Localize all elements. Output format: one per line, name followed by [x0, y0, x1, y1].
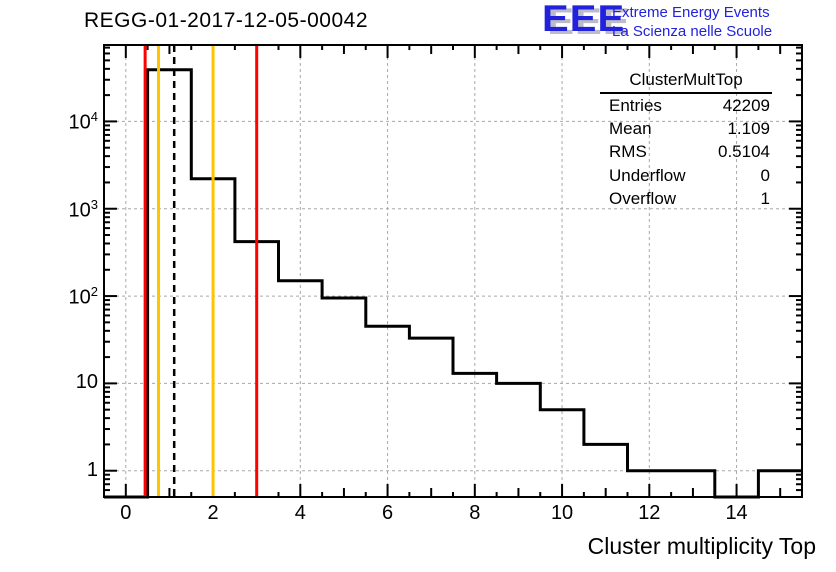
y-tick-label: 104 — [68, 109, 98, 135]
stats-value: 1.109 — [727, 118, 770, 138]
y-tick-label: 10 — [75, 371, 98, 394]
plot-frame — [103, 44, 803, 498]
x-axis-title: Cluster multiplicity Top — [587, 533, 816, 559]
x-tick-label: 12 — [638, 502, 661, 524]
stats-box: ClusterMultTop Entries 42209 Mean 1.109 … — [600, 70, 772, 210]
stats-label: Mean — [609, 118, 652, 138]
grid-lines — [104, 45, 802, 497]
stats-label: Entries — [609, 95, 662, 115]
stats-label: RMS — [609, 142, 647, 162]
stats-row-entries: Entries 42209 — [600, 94, 772, 117]
stats-value: 0 — [760, 165, 770, 185]
eee-logo-line1: Extreme Energy Events — [612, 4, 770, 21]
eee-logo-text: EEE — [542, 0, 626, 39]
x-tick-label: 2 — [207, 502, 219, 524]
stats-value: 42209 — [722, 95, 770, 115]
stats-label: Overflow — [609, 188, 677, 208]
stats-value: 0.5104 — [718, 142, 770, 162]
x-tick-label: 4 — [294, 502, 306, 524]
stats-row-mean: Mean 1.109 — [600, 117, 772, 140]
x-tick-label: 8 — [469, 502, 481, 524]
stats-value: 1 — [760, 188, 770, 208]
eee-logo: EEE Extreme Energy Events La Scienza nel… — [542, 0, 836, 44]
y-tick-label: 103 — [68, 196, 98, 222]
stats-row-rms: RMS 0.5104 — [600, 141, 772, 164]
plot-title: REGG-01-2017-12-05-00042 — [84, 9, 368, 32]
x-tick-label: 6 — [382, 502, 394, 524]
stats-row-underflow: Underflow 0 — [600, 164, 772, 187]
stats-label: Underflow — [609, 165, 686, 185]
x-tick-label: 0 — [120, 502, 132, 524]
y-tick-label: 102 — [68, 284, 98, 309]
stats-title: ClusterMultTop — [600, 70, 772, 94]
eee-logo-line2: La Scienza nelle Scuole — [612, 23, 773, 40]
y-tick-label: 1 — [86, 458, 98, 481]
histogram-line — [104, 68, 802, 499]
stats-row-overflow: Overflow 1 — [600, 187, 772, 210]
x-tick-label: 10 — [550, 502, 574, 524]
x-tick-label: 14 — [725, 502, 748, 524]
